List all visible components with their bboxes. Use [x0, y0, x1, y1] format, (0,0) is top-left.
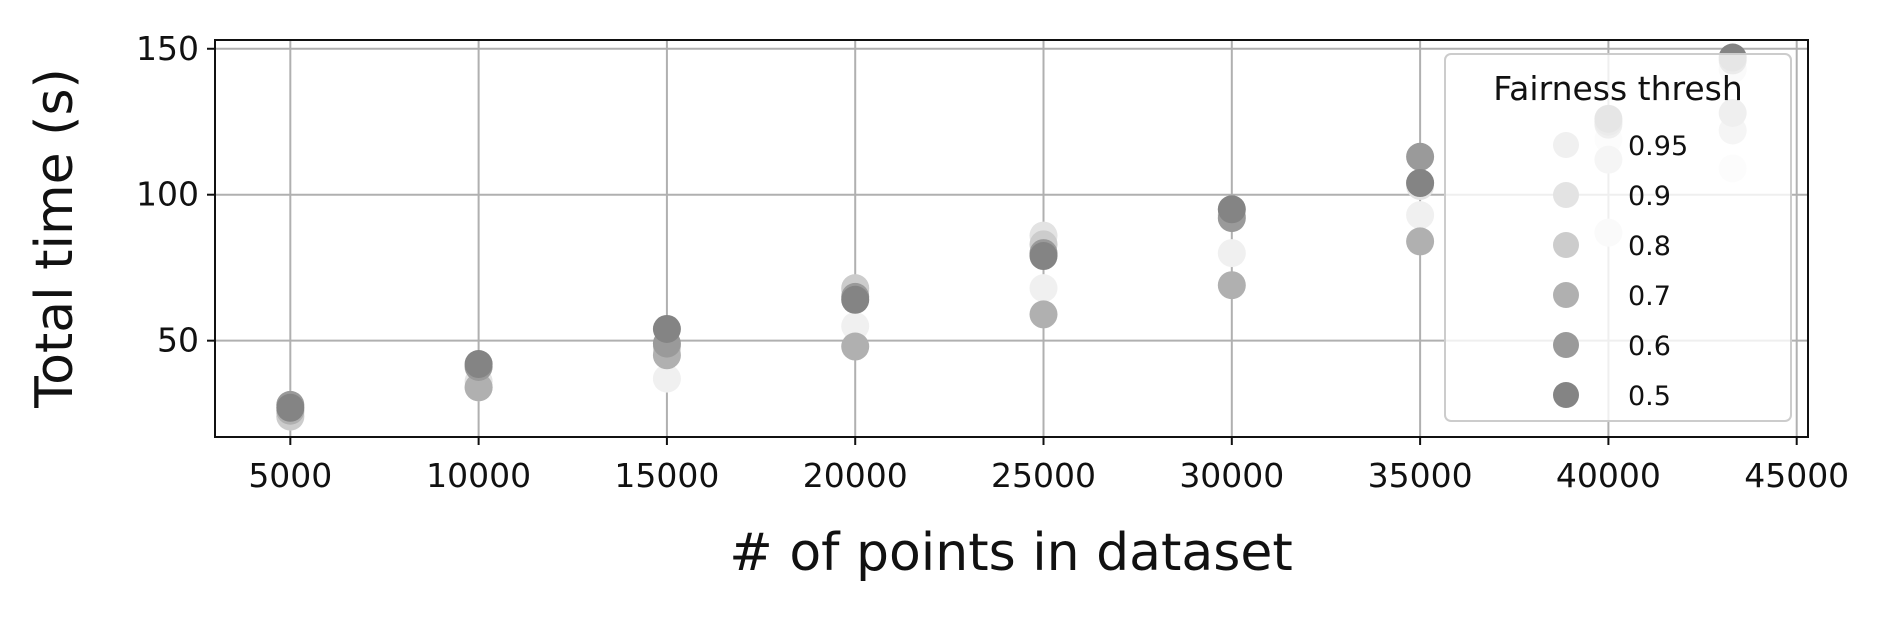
x-tick-label: 40000	[1556, 456, 1661, 495]
y-tick-label: 100	[136, 175, 199, 214]
data-point-series-5	[841, 285, 870, 314]
data-point-series-5	[1406, 169, 1435, 198]
plot-area-frame	[214, 39, 1809, 438]
data-point-series-3	[464, 373, 493, 402]
axis-ticks: 5000 10000 15000 20000 25000 30000 35000 40000 4…	[136, 29, 1849, 495]
data-point-series-0	[1029, 274, 1058, 303]
x-tick-label: 5000	[248, 456, 332, 495]
data-point-series-3	[1217, 271, 1246, 300]
data-point-series-0	[1217, 239, 1246, 268]
legend: Fairness thresh 0.95 0.9 0.8 0.7 0.6 0.5	[1444, 53, 1792, 422]
data-point-series-5	[464, 350, 493, 379]
x-tick-label: 30000	[1179, 456, 1284, 495]
data-point-series-3	[841, 332, 870, 361]
legend-title: Fairness thresh	[1493, 69, 1743, 108]
y-tick-label: 150	[136, 29, 199, 68]
legend-items: 0.95 0.9 0.8 0.7 0.6 0.5	[1553, 131, 1688, 412]
y-tick-label: 50	[157, 321, 199, 360]
x-axis-label: # of points in dataset	[729, 523, 1293, 583]
data-point-series-5	[1029, 242, 1058, 271]
legend-label: 0.7	[1628, 281, 1671, 312]
legend-marker	[1553, 382, 1579, 408]
legend-marker	[1553, 132, 1579, 158]
legend-label: 0.6	[1628, 331, 1671, 362]
data-point-series-5	[652, 314, 681, 343]
legend-label: 0.9	[1628, 181, 1671, 212]
x-tick-label: 15000	[614, 456, 719, 495]
x-tick-label: 45000	[1744, 456, 1849, 495]
data-point-series-3	[1406, 227, 1435, 256]
data-point-series-0	[652, 364, 681, 393]
legend-marker	[1553, 182, 1579, 208]
legend-marker	[1553, 232, 1579, 258]
x-tick-label: 20000	[803, 456, 908, 495]
data-point-series-5	[1217, 195, 1246, 224]
y-axis-label: Total time (s)	[25, 68, 85, 409]
legend-label: 0.95	[1628, 131, 1688, 162]
legend-label: 0.8	[1628, 231, 1671, 262]
x-tick-label: 35000	[1368, 456, 1473, 495]
legend-box	[1444, 53, 1792, 422]
x-tick-label: 10000	[426, 456, 531, 495]
data-point-series-5	[276, 393, 305, 422]
data-point-series-4	[1406, 142, 1435, 171]
data-point-series-0	[1406, 201, 1435, 230]
data-point-series-0	[841, 312, 870, 341]
data-point-series-3	[1029, 300, 1058, 329]
x-tick-label: 25000	[991, 456, 1096, 495]
legend-marker	[1553, 282, 1579, 308]
legend-marker	[1553, 332, 1579, 358]
legend-label: 0.5	[1628, 381, 1671, 412]
